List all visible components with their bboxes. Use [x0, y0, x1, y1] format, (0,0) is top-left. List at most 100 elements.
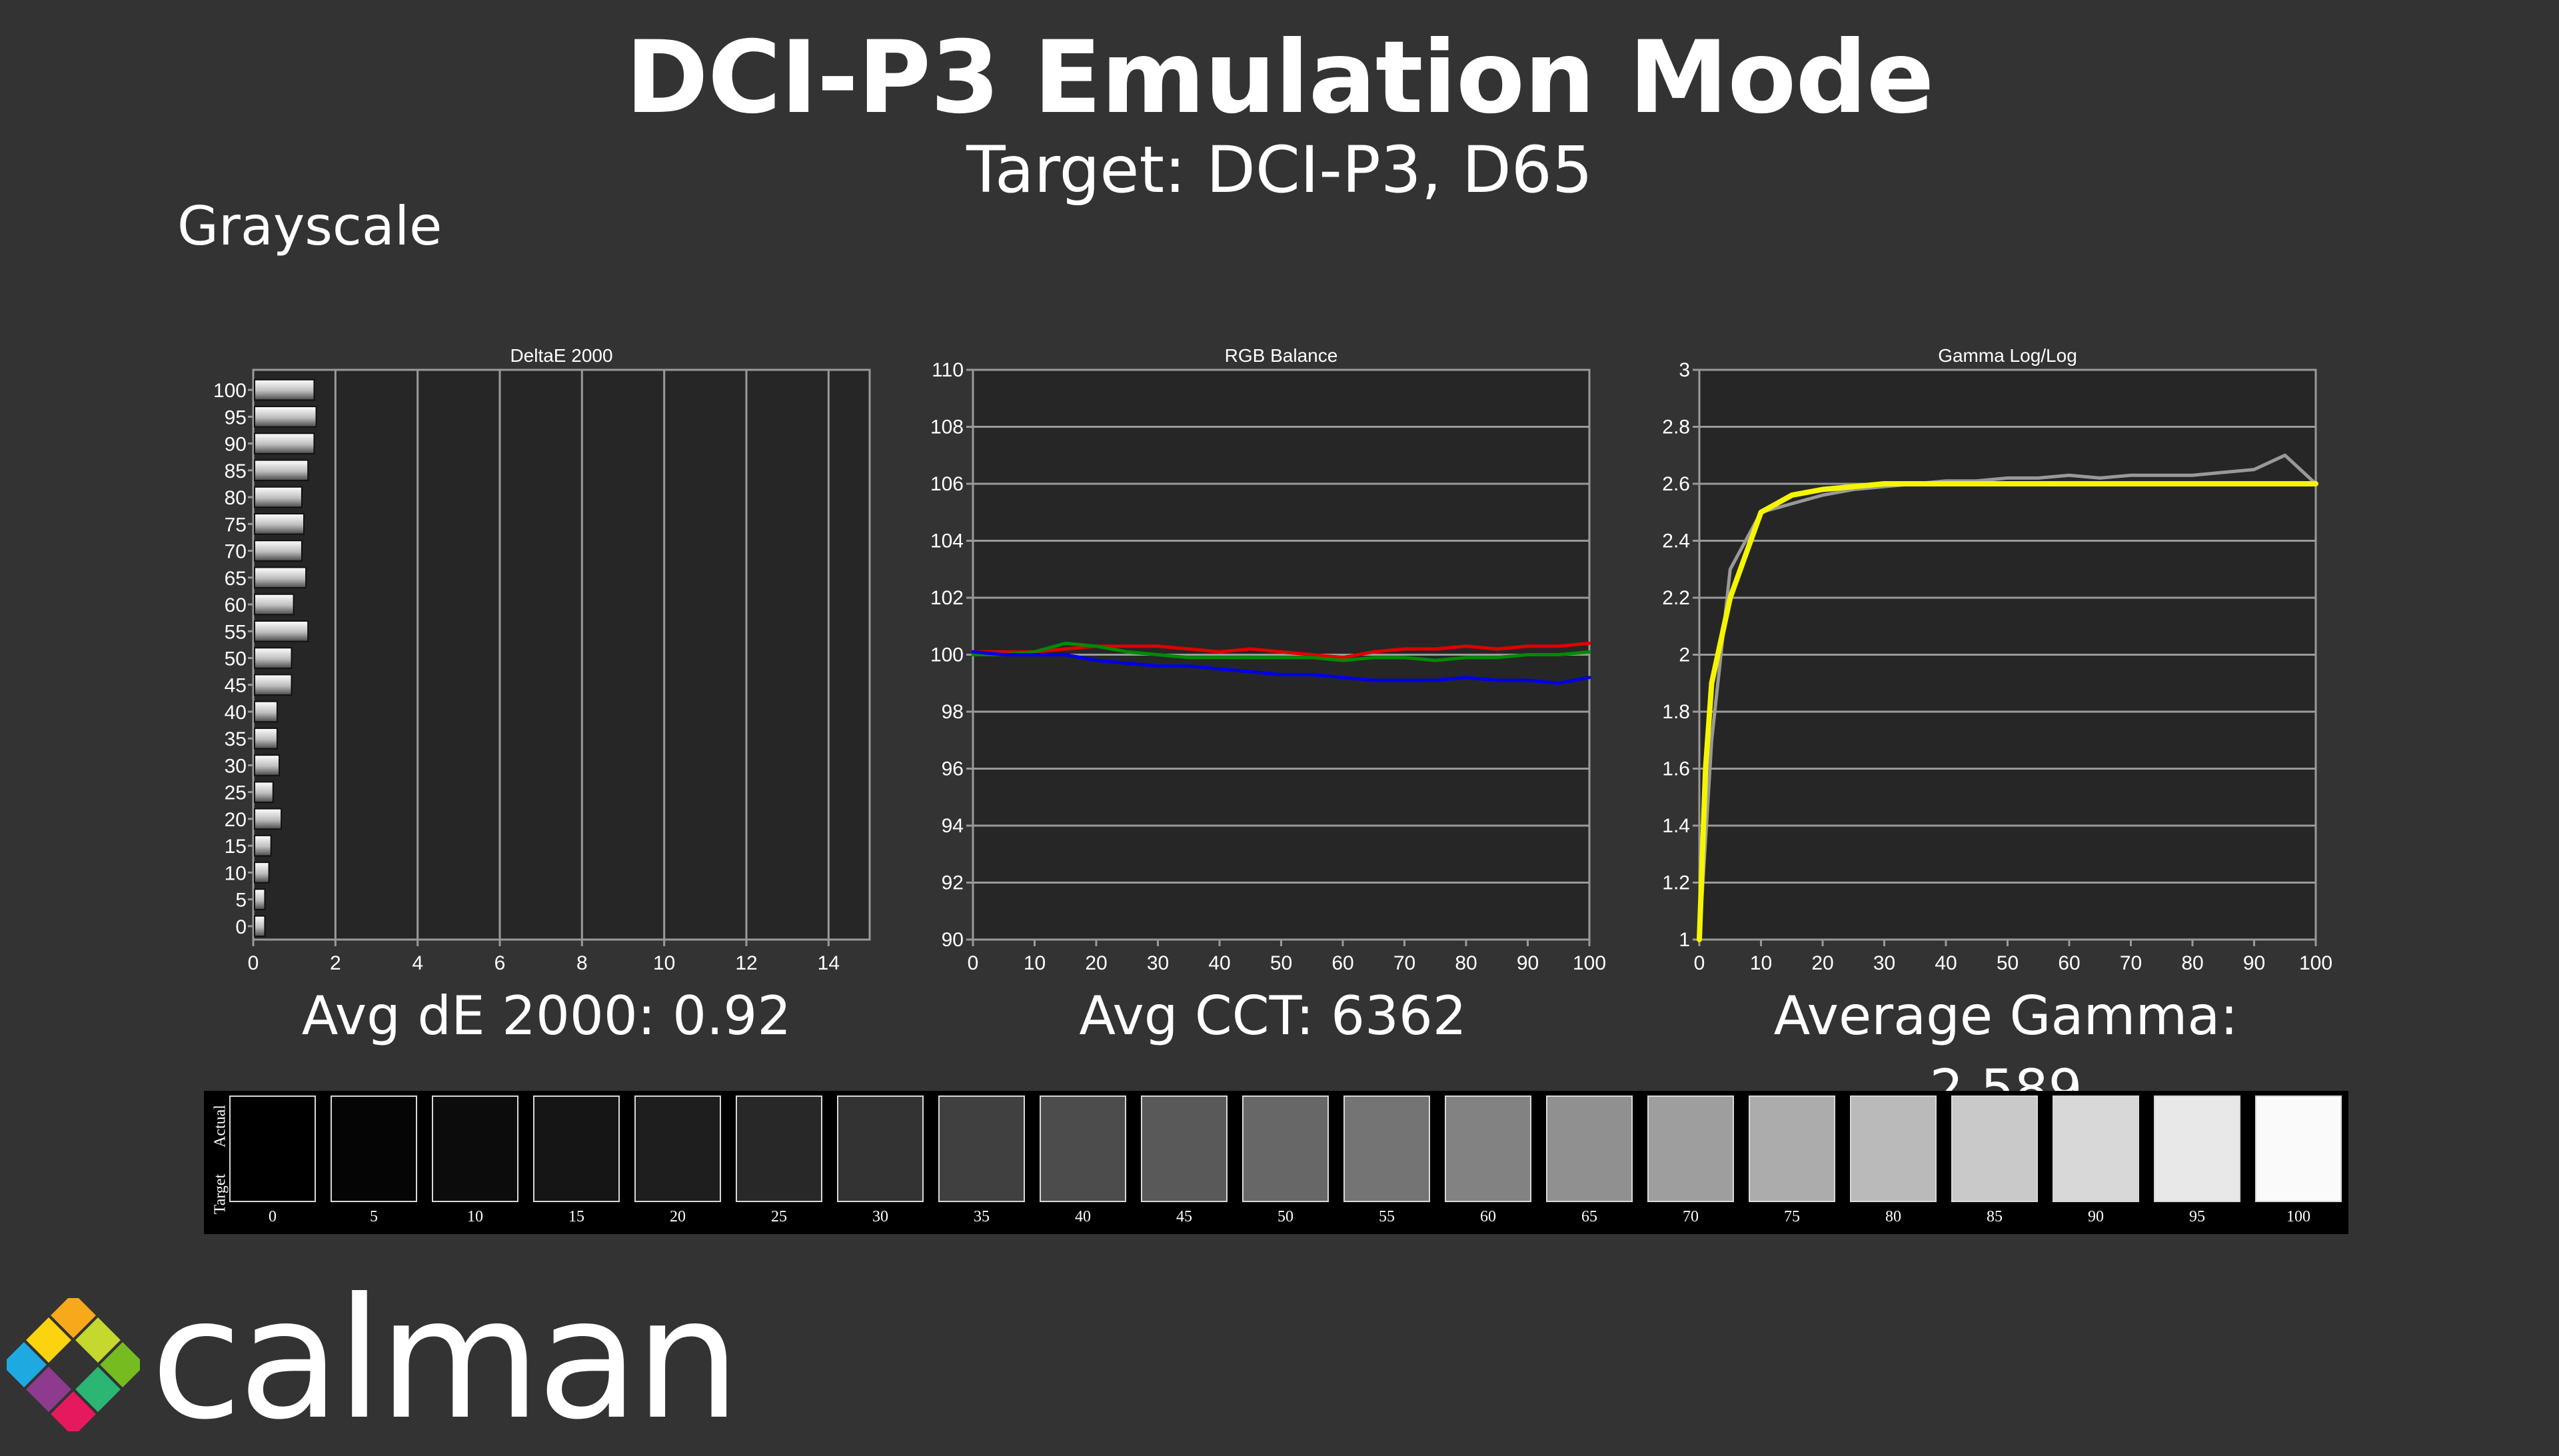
deltae-bar	[254, 459, 309, 482]
swatch-label: 60	[1480, 1208, 1496, 1225]
calman-wordmark: calman	[151, 1262, 740, 1456]
swatch-label: 80	[1885, 1208, 1901, 1225]
avg-gamma-value: Average Gamma: 2.589	[1773, 985, 2238, 1120]
tick-label-y: 102	[930, 587, 964, 609]
deltae-bar	[254, 808, 283, 830]
swatch-label: 50	[1278, 1208, 1293, 1225]
tick-label-y: 94	[942, 815, 964, 837]
tick-label-y: 98	[942, 701, 964, 723]
bar-category-label: 90	[225, 434, 247, 456]
bar-category-label: 25	[225, 782, 247, 804]
deltae-bar	[254, 834, 272, 857]
swatch-label: 15	[568, 1208, 584, 1225]
tick-label-x: 4	[412, 952, 423, 974]
tick-label-y: 108	[930, 416, 964, 438]
series-line	[971, 641, 1591, 660]
chart-title: RGB Balance	[1225, 345, 1338, 366]
bar-category-label: 5	[235, 890, 247, 912]
bar-category-label: 95	[225, 406, 247, 428]
grayscale-swatch	[1445, 1095, 1531, 1202]
grayscale-swatch	[1343, 1095, 1430, 1202]
swatch-label: 10	[467, 1208, 483, 1225]
grayscale-swatch	[1647, 1095, 1734, 1202]
swatch-label: 65	[1581, 1208, 1597, 1225]
tick-label-x: 40	[1208, 952, 1230, 974]
bar-category-label: 80	[225, 487, 247, 509]
tick-label-x: 30	[1147, 952, 1169, 974]
bar-category-label: 75	[225, 514, 247, 536]
grayscale-swatch	[1546, 1095, 1633, 1202]
tick-label-x: 70	[1393, 952, 1415, 974]
tick-label-x: 80	[2181, 952, 2203, 974]
deltae-bar	[254, 781, 274, 803]
grayscale-swatch	[432, 1095, 518, 1202]
tick-label-y: 1.8	[1662, 701, 1690, 723]
series-line	[1697, 453, 2318, 942]
tick-label-x: 70	[2120, 952, 2142, 974]
plot-area	[252, 368, 871, 941]
swatch-label: 95	[2189, 1208, 2205, 1225]
tick-label-x: 40	[1935, 952, 1957, 974]
swatch-label: 0	[269, 1208, 277, 1225]
swatch-label: 30	[872, 1208, 888, 1225]
grayscale-swatch	[1242, 1095, 1329, 1202]
bar-category-label: 15	[225, 836, 247, 858]
tick-label-x: 100	[1573, 952, 1606, 974]
swatch-label: 85	[1987, 1208, 2003, 1225]
tick-label-x: 30	[1873, 952, 1895, 974]
bar-category-label: 60	[225, 594, 247, 616]
bar-category-label: 70	[225, 541, 247, 563]
bar-category-label: 55	[225, 621, 247, 643]
bar-category-label: 30	[225, 755, 247, 777]
page-title: DCI-P3 Emulation Mode	[625, 20, 1935, 136]
calman-diamond-logo-icon	[7, 1298, 140, 1431]
deltae-bar	[254, 378, 315, 401]
deltae-bar	[254, 754, 280, 776]
tick-label-x: 10	[1750, 952, 1772, 974]
grayscale-swatch	[1850, 1095, 1937, 1202]
deltae-bar	[254, 593, 295, 616]
tick-label-x: 20	[1085, 952, 1107, 974]
grayscale-swatch	[1951, 1095, 2038, 1202]
tick-label-y: 1.4	[1662, 815, 1690, 837]
tick-label-x: 14	[818, 952, 840, 974]
section-title: Grayscale	[177, 195, 442, 257]
chart-title: Gamma Log/Log	[1938, 345, 2077, 366]
grayscale-swatch-strip: Actual Target 0 5 10 15 20 25 30 35 40 45 50 55 60 65…	[204, 1091, 2348, 1234]
swatch-label: 100	[2286, 1208, 2310, 1225]
deltae-bar	[254, 620, 309, 642]
tick-label-x: 100	[2299, 952, 2332, 974]
series-line	[971, 650, 1591, 685]
tick-label-x: 6	[494, 952, 506, 974]
avg-cct-value: Avg CCT: 6362	[1079, 985, 1467, 1047]
tick-label-y: 1.6	[1662, 758, 1690, 780]
deltae-bar	[254, 674, 293, 696]
rgb-balance-chart: RGB Balance 90 92 94 96 98 100 102 104 106 108 110 0…	[930, 345, 1606, 974]
tick-label-x: 60	[1331, 952, 1353, 974]
bar-category-label: 10	[225, 862, 247, 884]
tick-label-y: 2.4	[1662, 530, 1690, 552]
grayscale-swatch	[1141, 1095, 1228, 1202]
tick-label-x: 12	[735, 952, 757, 974]
deltae-bar	[254, 566, 307, 589]
bar-category-label: 40	[225, 702, 247, 724]
bar-category-label: 35	[225, 728, 247, 750]
tick-label-y: 1.2	[1662, 872, 1690, 894]
tick-label-y: 2.6	[1662, 473, 1690, 495]
deltae-bar	[254, 727, 278, 750]
swatch-label: 20	[670, 1208, 686, 1225]
swatch-label: 55	[1379, 1208, 1395, 1225]
grayscale-swatch	[736, 1095, 822, 1202]
tick-label-x: 0	[248, 952, 259, 974]
deltae-bar	[254, 700, 278, 723]
grayscale-swatch	[533, 1095, 620, 1202]
tick-label-y: 1	[1679, 929, 1690, 951]
bar-category-label: 85	[225, 460, 247, 482]
swatch-label: 40	[1075, 1208, 1091, 1225]
tick-label-x: 20	[1811, 952, 1833, 974]
tick-label-x: 10	[653, 952, 675, 974]
deltae-bar	[254, 647, 293, 669]
swatch-label: 35	[974, 1208, 990, 1225]
tick-label-x: 8	[576, 952, 588, 974]
